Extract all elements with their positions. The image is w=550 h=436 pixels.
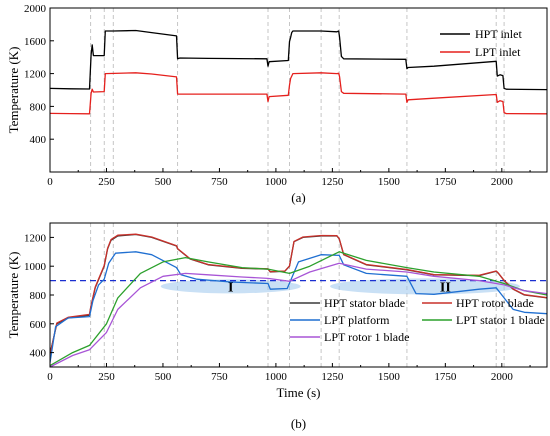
legend-entry: LPT stator 1 blade	[456, 313, 545, 327]
y-axis-label: Temperature (K)	[6, 47, 21, 134]
y-tick-label: 2000	[24, 3, 47, 15]
y-tick-label: 600	[30, 319, 47, 331]
x-tick-label: 0	[47, 176, 53, 188]
y-tick-label: 800	[30, 101, 47, 113]
x-tick-label: 1750	[434, 176, 457, 188]
event-lines	[90, 8, 505, 172]
y-tick-label: 1200	[24, 232, 47, 244]
x-tick-label: 750	[211, 371, 228, 383]
legend-entry: HPT inlet	[475, 27, 522, 41]
series-line-1	[50, 233, 547, 355]
x-tick-label: 1000	[265, 176, 288, 188]
x-tick-label: 1000	[265, 371, 288, 383]
x-tick-label: 750	[211, 176, 228, 188]
legend-entry: HPT stator blade	[324, 296, 405, 310]
x-tick-label: 1250	[321, 176, 344, 188]
legend-entry: HPT rotor blade	[456, 296, 534, 310]
legend-entry: LPT platform	[324, 313, 390, 327]
plot-frame	[49, 7, 548, 173]
annotation-label: I	[228, 280, 233, 295]
legend-entry: LPT inlet	[475, 45, 521, 59]
legend: HPT inlet LPT inlet	[440, 27, 522, 59]
series-lines	[50, 29, 547, 115]
x-tick-label: 1250	[321, 371, 344, 383]
y-tick-label: 400	[30, 134, 47, 146]
panel-b: I II0 250 500 750 1000 1250 1500 1750 20004006008…	[6, 222, 548, 431]
series-line-2	[50, 251, 547, 363]
series-line-0	[50, 29, 547, 91]
x-tick-label: 1500	[378, 176, 401, 188]
x-axis-label: Time (s)	[277, 385, 321, 400]
y-axis-label: Temperature (K)	[6, 252, 21, 339]
y-tick-label: 800	[30, 290, 47, 302]
x-tick-label: 500	[155, 371, 172, 383]
series-line-4	[50, 262, 547, 367]
panel-label: (b)	[291, 416, 306, 431]
panel-a: 0 250 500 750 1000 1250 1500 1750 2000 400 800 1200…	[6, 3, 548, 205]
y-tick-label: 1200	[24, 69, 47, 81]
legend-entry: LPT rotor 1 blade	[324, 330, 409, 344]
x-tick-label: 250	[98, 371, 115, 383]
x-tick-label: 1750	[434, 371, 457, 383]
plot-frame	[49, 222, 548, 368]
legend: HPT stator blade HPT rotor blade LPT platf…	[290, 296, 545, 344]
y-tick-label: 1000	[24, 261, 47, 273]
x-tick-label: 1500	[378, 371, 401, 383]
x-tick-label: 250	[98, 176, 115, 188]
series-line-1	[50, 72, 547, 115]
annotation-label: II	[440, 280, 451, 295]
x-tick-label: 2000	[491, 176, 514, 188]
x-tick-label: 500	[155, 176, 172, 188]
y-tick-label: 400	[30, 348, 47, 360]
series-lines	[50, 233, 547, 367]
x-tick-label: 2000	[491, 371, 514, 383]
x-tick-label: 0	[47, 371, 53, 383]
panel-label: (a)	[291, 190, 305, 205]
series-line-3	[50, 251, 547, 367]
y-tick-label: 1600	[24, 36, 47, 48]
